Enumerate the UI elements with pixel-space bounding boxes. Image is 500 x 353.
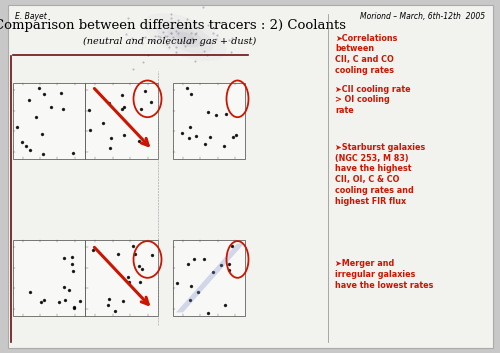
Point <box>154 33 162 39</box>
Point <box>164 24 172 30</box>
Point <box>26 289 34 294</box>
FancyBboxPatch shape <box>8 5 492 348</box>
Polygon shape <box>176 244 244 312</box>
Point <box>186 40 194 45</box>
Bar <box>172 240 245 316</box>
Point <box>188 31 196 36</box>
Point <box>220 303 228 308</box>
Point <box>76 298 84 304</box>
Point <box>173 280 181 286</box>
Point <box>225 37 233 43</box>
Point <box>150 33 158 39</box>
Point <box>120 132 128 138</box>
Point <box>119 298 127 304</box>
Point <box>118 106 126 112</box>
Point <box>186 297 194 303</box>
Point <box>136 36 144 42</box>
Point <box>118 92 126 98</box>
Point <box>210 25 218 31</box>
Text: ➤CII cooling rate
> OI cooling
rate: ➤CII cooling rate > OI cooling rate <box>335 85 410 115</box>
Point <box>190 256 198 262</box>
Point <box>124 275 132 280</box>
Point <box>201 142 209 147</box>
Point <box>212 32 220 38</box>
Point <box>60 284 68 290</box>
Point <box>177 36 185 42</box>
Point <box>220 143 228 149</box>
Point <box>212 113 220 118</box>
Point <box>163 41 171 47</box>
Point <box>141 88 149 93</box>
Point <box>138 59 146 65</box>
Bar <box>12 83 85 159</box>
Point <box>228 243 236 249</box>
Point <box>35 85 43 91</box>
Point <box>228 134 236 139</box>
Point <box>167 11 175 17</box>
Point <box>130 252 138 257</box>
Point <box>217 262 225 268</box>
Point <box>144 52 152 58</box>
Point <box>204 22 212 28</box>
Point <box>135 263 143 269</box>
Point <box>182 85 190 91</box>
Text: Comparison between differents tracers : 2) Coolants: Comparison between differents tracers : … <box>0 19 346 32</box>
Point <box>196 40 204 46</box>
Point <box>212 37 220 42</box>
Bar <box>85 240 158 316</box>
Point <box>26 147 34 153</box>
Point <box>70 305 78 310</box>
Point <box>68 261 76 267</box>
Point <box>59 106 67 112</box>
Point <box>12 124 20 130</box>
Point <box>188 35 196 40</box>
Point <box>190 38 198 43</box>
Point <box>203 52 211 58</box>
Ellipse shape <box>156 20 214 54</box>
Ellipse shape <box>176 32 194 42</box>
Point <box>68 255 76 260</box>
Point <box>184 261 192 267</box>
Point <box>160 29 168 35</box>
Ellipse shape <box>144 13 226 61</box>
Point <box>208 269 216 275</box>
Point <box>18 139 26 145</box>
Point <box>187 37 195 43</box>
Point <box>163 33 171 39</box>
Point <box>187 91 195 97</box>
Point <box>40 92 48 97</box>
Point <box>178 38 186 44</box>
Point <box>104 302 112 307</box>
Point <box>125 279 133 285</box>
Point <box>236 22 244 28</box>
Point <box>190 58 198 64</box>
Point <box>200 48 208 54</box>
Point <box>209 30 217 36</box>
Point <box>225 267 233 273</box>
Text: ➤Starburst galaxies
(NGC 253, M 83)
have the highest
CII, OI, C & CO
cooling rat: ➤Starburst galaxies (NGC 253, M 83) have… <box>335 143 425 206</box>
Point <box>204 109 212 115</box>
Point <box>56 299 64 305</box>
Bar <box>12 240 85 316</box>
Point <box>164 44 172 50</box>
Point <box>170 35 177 40</box>
Point <box>86 127 94 133</box>
Text: Moriond – March, 6th-12th  2005: Moriond – March, 6th-12th 2005 <box>360 12 485 21</box>
Point <box>180 43 188 49</box>
Point <box>40 151 48 157</box>
Point <box>105 100 113 106</box>
Point <box>37 300 45 305</box>
Point <box>137 106 145 112</box>
Point <box>106 145 114 151</box>
Point <box>70 305 78 311</box>
Point <box>147 100 155 105</box>
Point <box>135 138 143 144</box>
Point <box>167 30 175 35</box>
Point <box>156 35 164 40</box>
Point <box>24 97 32 103</box>
Point <box>206 39 214 45</box>
Point <box>200 4 207 10</box>
Point <box>88 247 96 252</box>
Point <box>178 130 186 136</box>
Point <box>160 34 168 39</box>
